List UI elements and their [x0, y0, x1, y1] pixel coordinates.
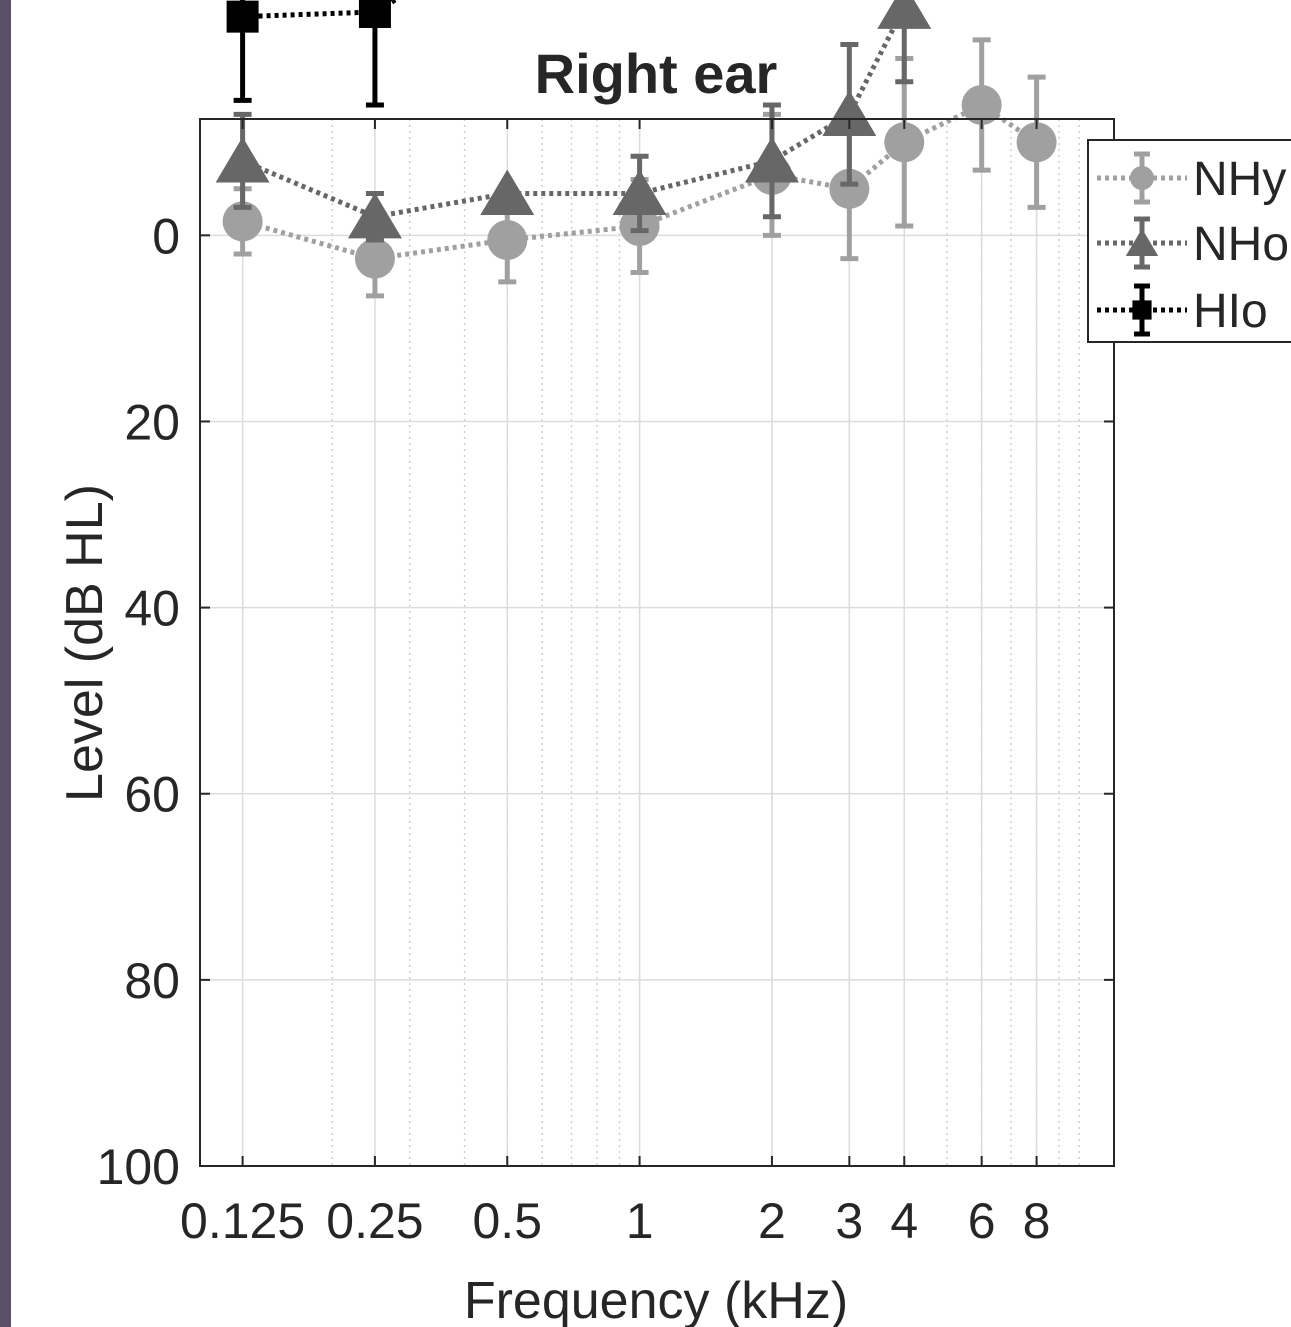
data-point-nhy: [354, 238, 395, 279]
legend-entry-nho: NHo: [1097, 216, 1289, 271]
legend-entry-hio: HIo: [1097, 283, 1268, 338]
legend-marker: [1132, 300, 1152, 320]
y-tick-label: 0: [152, 208, 180, 264]
legend-label: HIo: [1193, 285, 1268, 338]
y-tick-label: 100: [97, 1139, 180, 1195]
data-point-nho: [215, 136, 270, 183]
data-point-nho: [480, 169, 535, 216]
x-tick-label: 0.125: [180, 1193, 305, 1249]
data-point-nho: [744, 136, 799, 183]
data-point-hio: [358, 0, 391, 28]
data-point-nhy: [829, 168, 870, 209]
x-tick-label: 4: [890, 1193, 918, 1249]
series-nho: [215, 0, 932, 243]
x-tick-label: 6: [968, 1193, 996, 1249]
y-axis-ticks: 0 20 40 60 80 100: [97, 208, 1114, 1195]
data-point-nhy: [961, 85, 1002, 126]
legend-marker: [1130, 166, 1154, 190]
y-axis-label: Level (dB HL): [56, 484, 114, 802]
data-point-nhy: [884, 122, 925, 163]
legend-label: NHo: [1193, 218, 1289, 271]
legend-label: NHy: [1193, 153, 1286, 206]
legend-entry-nhy: NHy: [1097, 151, 1286, 206]
y-tick-label: 40: [124, 581, 180, 637]
x-tick-label: 3: [835, 1193, 863, 1249]
data-point-nhy: [222, 201, 263, 242]
data-point-hio: [226, 0, 259, 33]
series-hio: [226, 0, 400, 108]
data-point-nho: [822, 90, 877, 136]
legend: NHy NHo HIo: [1087, 139, 1291, 343]
x-tick-label: 1: [626, 1193, 654, 1249]
data-point-nhy: [1016, 122, 1057, 163]
legend-marker: [1125, 228, 1159, 256]
chart-title: Right ear: [535, 42, 778, 105]
x-tick-label: 0.25: [326, 1193, 423, 1249]
left-edge-strip: [0, 0, 11, 1327]
data-point-nho: [612, 169, 667, 216]
x-tick-label: 2: [758, 1193, 786, 1249]
data-point-nho: [877, 0, 932, 29]
data-point-nhy: [487, 219, 528, 260]
y-tick-label: 60: [124, 767, 180, 823]
plot-area: [200, 119, 1114, 1166]
y-tick-label: 80: [124, 953, 180, 1009]
series-layer: [215, 0, 1057, 299]
x-tick-label: 0.5: [473, 1193, 543, 1249]
data-point-nho: [347, 192, 402, 239]
x-tick-label: 8: [1023, 1193, 1051, 1249]
y-tick-label: 20: [124, 394, 180, 450]
plot-frame: [199, 118, 1115, 1167]
x-axis-label: Frequency (kHz): [464, 1272, 848, 1327]
x-axis-ticks: 0.125 0.25 0.5 1 2 3 4 6 8: [180, 119, 1050, 1249]
